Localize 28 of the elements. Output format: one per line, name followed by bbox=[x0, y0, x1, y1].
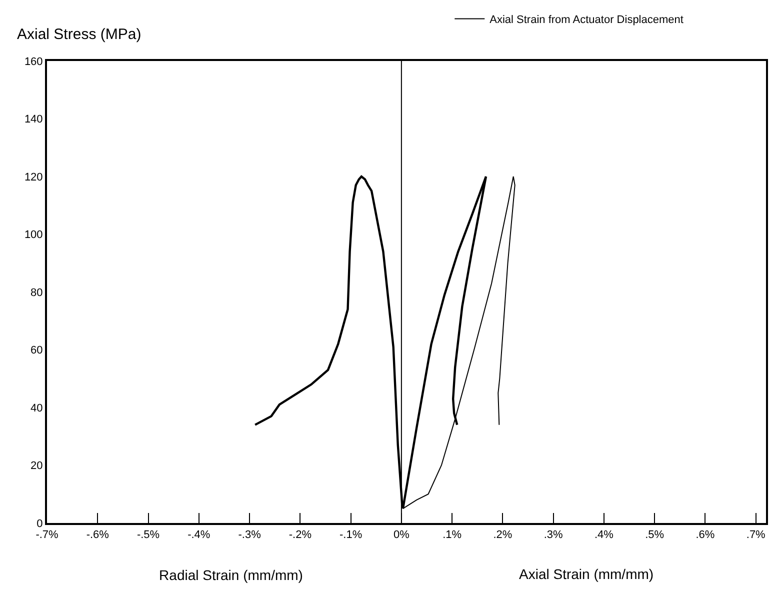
x-tick-label: -.4% bbox=[188, 529, 210, 542]
y-tick-label: 120 bbox=[24, 171, 43, 184]
x-tick-label: .7% bbox=[746, 529, 766, 542]
x-axis-title: Radial Strain (mm/mm) bbox=[159, 567, 303, 583]
x-tick-label: .1% bbox=[442, 529, 462, 542]
y-tick-label: 160 bbox=[24, 56, 43, 68]
x-tick-label: -.1% bbox=[339, 529, 362, 542]
legend-label: Axial Strain from Actuator Displacement bbox=[490, 14, 684, 26]
x-tick-label: .6% bbox=[696, 529, 715, 542]
y-tick-label: 0 bbox=[36, 518, 43, 530]
y-axis-title: Axial Stress (MPa) bbox=[17, 26, 142, 43]
x-tick-label: 0% bbox=[393, 529, 410, 542]
y-tick-label: 40 bbox=[30, 402, 43, 414]
x-tick-label: .2% bbox=[493, 529, 512, 542]
y-tick-label: 140 bbox=[24, 114, 43, 126]
x-tick-label: -.3% bbox=[238, 529, 262, 542]
x-tick-label: -.5% bbox=[136, 529, 160, 542]
x-tick-label: .5% bbox=[645, 529, 664, 542]
x-tick-label: -.6% bbox=[86, 529, 110, 542]
text: Axial Strain (mm/mm) bbox=[519, 566, 654, 582]
x-tick-label: -.7% bbox=[36, 529, 59, 542]
y-tick-label: 100 bbox=[24, 229, 43, 242]
x-tick-label: .3% bbox=[544, 529, 564, 542]
y-tick-label: 60 bbox=[30, 344, 43, 357]
y-tick-label: 20 bbox=[30, 460, 43, 472]
y-tick-label: 80 bbox=[30, 286, 43, 299]
x-tick-label: .4% bbox=[594, 529, 614, 542]
x-tick-label: -.2% bbox=[288, 529, 312, 542]
